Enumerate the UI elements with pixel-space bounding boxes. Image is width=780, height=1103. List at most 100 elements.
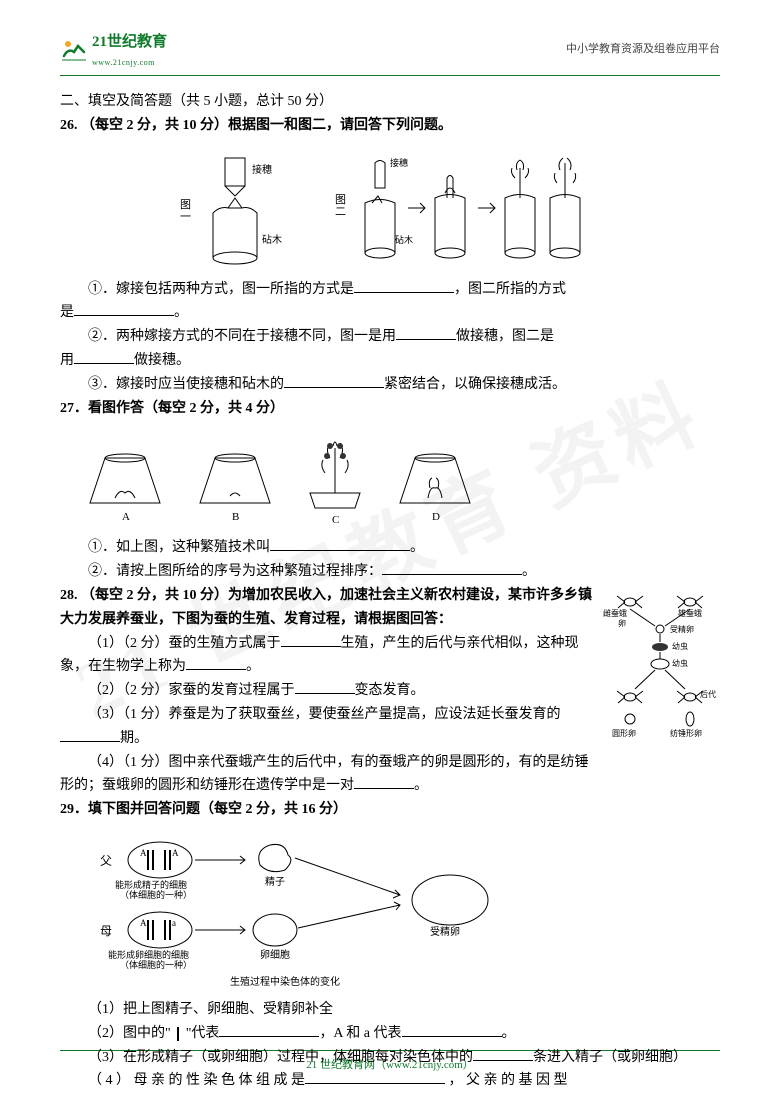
q26-l1d: 。	[174, 305, 188, 320]
section-2-title: 二、填空及简答题（共 5 小题，总计 50 分）	[60, 90, 720, 114]
q28-p3a: （3）（1 分）养蚕是为了获取蚕丝，要使蚕丝产量提高，应设法延长蚕发育的	[88, 707, 561, 722]
q29-p2b: "代表	[182, 1026, 219, 1041]
svg-text:C: C	[332, 514, 339, 526]
svg-text:一: 一	[180, 211, 191, 223]
svg-text:接穗: 接穗	[252, 163, 272, 176]
header-divider	[60, 75, 720, 76]
page-content: 21世纪教育 www.21cnjy.com 中小学教育资源及组卷应用平台 二、填…	[60, 30, 720, 1093]
q29-p4a: （ 4 ） 母 亲 的 性 染 色 体 组 成 是	[88, 1073, 305, 1088]
svg-text:生殖过程中染色体的变化: 生殖过程中染色体的变化	[230, 975, 340, 988]
logo-text: 21世纪教育	[92, 30, 167, 56]
q28-header: 28. （每空 2 分，共 10 分）为增加农民收入，加速社会主义新农村建设，某…	[60, 584, 595, 632]
q26-figures: 图一 接穗 砧木 图二 接穗 砧木	[60, 148, 720, 268]
q26-l1a: ①．嫁接包括两种方式，图一所指的方式是	[88, 282, 354, 297]
q29-p2d: 。	[502, 1026, 516, 1041]
q26-line1c: 是。	[60, 301, 720, 325]
svg-text:a: a	[172, 918, 176, 928]
q29-p3b: 条进入精子（或卵细胞）	[533, 1050, 687, 1065]
q26-blank-5[interactable]	[284, 374, 384, 388]
q29-p1: （1）把上图精子、卵细胞、受精卵补全	[60, 998, 720, 1022]
q28-p4b: 。	[414, 778, 428, 793]
q26-blank-4[interactable]	[74, 350, 134, 364]
q28-blank-2[interactable]	[186, 656, 246, 670]
q29-p2a: （2）图中的"	[88, 1026, 174, 1041]
q28-blank-5[interactable]	[354, 775, 414, 789]
header-right-text: 中小学教育资源及组卷应用平台	[566, 40, 720, 59]
logo: 21世纪教育 www.21cnjy.com	[60, 30, 167, 69]
svg-text:后代: 后代	[700, 689, 716, 699]
svg-text:纺锤形卵: 纺锤形卵	[670, 728, 702, 738]
svg-text:母: 母	[100, 924, 112, 938]
q26-blank-3[interactable]	[396, 326, 456, 340]
q29-p3a: （3）在形成精子（或卵细胞）过程中，体细胞每对染色体中的	[88, 1050, 473, 1065]
q28-p1: （1）（2 分）蚕的生殖方式属于生殖，产生的后代与亲代相似，这种现象，在生物学上…	[60, 632, 595, 680]
q27-figure: A B C D	[60, 428, 720, 528]
q26-l2b: 做接穗，图二是	[456, 329, 554, 344]
svg-text:图: 图	[180, 198, 191, 211]
q28-p1a: （1）（2 分）蚕的生殖方式属于	[88, 636, 281, 651]
svg-text:卵: 卵	[618, 618, 626, 628]
q29-p4b: ， 父 亲 的 基 因 型	[445, 1073, 568, 1088]
svg-text:幼虫: 幼虫	[672, 641, 688, 651]
svg-text:幼虫: 幼虫	[672, 658, 688, 668]
svg-text:受精卵: 受精卵	[430, 925, 460, 938]
svg-text:能形成卵细胞的细胞: 能形成卵细胞的细胞	[108, 949, 189, 960]
q29-blank-3[interactable]	[473, 1047, 533, 1061]
q26-line2: ②．两种嫁接方式的不同在于接穗不同，图一是用 做接穗，图二是	[60, 325, 720, 349]
q29-blank-4[interactable]	[305, 1070, 445, 1084]
q26-line1: ①．嫁接包括两种方式，图一所指的方式是，图二所指的方式	[60, 278, 720, 302]
q27-l1b: 。	[410, 540, 424, 555]
q26-l2a: ②．两种嫁接方式的不同在于接穗不同，图一是用	[88, 329, 396, 344]
q29-p2: （2）图中的" "代表 ，A 和 a 代表 。	[60, 1022, 720, 1046]
q29-p2c: ，A 和 a 代表	[319, 1026, 401, 1041]
q28-p2a: （2）（2 分）家蚕的发育过程属于	[88, 683, 295, 698]
svg-text:A: A	[140, 918, 147, 928]
svg-text:（体细胞的一种）: （体细胞的一种）	[120, 959, 192, 970]
q26-line2c: 用做接穗。	[60, 349, 720, 373]
svg-text:精子: 精子	[265, 875, 285, 888]
q29-blank-2[interactable]	[402, 1023, 502, 1037]
q26-header: 26. （每空 2 分，共 10 分）根据图一和图二，请回答下列问题。	[60, 114, 720, 138]
svg-text:雌蚕蛾: 雌蚕蛾	[603, 608, 627, 618]
q26-figure-1: 图一 接穗 砧木	[170, 148, 300, 268]
q29-p4: （ 4 ） 母 亲 的 性 染 色 体 组 成 是 ， 父 亲 的 基 因 型	[60, 1069, 720, 1093]
q28-p1c: 。	[246, 659, 260, 674]
svg-text:圆形卵: 圆形卵	[612, 728, 636, 738]
q28-p3b: 期。	[120, 731, 148, 746]
svg-text:父: 父	[100, 854, 112, 868]
svg-text:D: D	[432, 511, 440, 523]
logo-url: www.21cnjy.com	[92, 56, 167, 70]
q26-l3a: ③．嫁接时应当使接穗和砧木的	[88, 377, 284, 392]
q28-blank-3[interactable]	[295, 680, 355, 694]
q26-blank-2[interactable]	[74, 302, 174, 316]
svg-text:（体细胞的一种）: （体细胞的一种）	[120, 889, 192, 900]
svg-text:A: A	[140, 848, 147, 858]
svg-text:受精卵: 受精卵	[670, 624, 694, 634]
q27-blank-2[interactable]	[382, 561, 522, 575]
q26-blank-1[interactable]	[354, 279, 454, 293]
q27-blank-1[interactable]	[270, 537, 410, 551]
svg-text:接穗: 接穗	[390, 157, 408, 168]
q28-p2b: 变态发育。	[355, 683, 425, 698]
q29-p3: （3）在形成精子（或卵细胞）过程中，体细胞每对染色体中的 条进入精子（或卵细胞）	[60, 1046, 720, 1070]
svg-text:能形成精子的细胞: 能形成精子的细胞	[115, 879, 187, 890]
q29-blank-1[interactable]	[219, 1023, 319, 1037]
q27-l1a: ①．如上图，这种繁殖技术叫	[88, 540, 270, 555]
q28-wrap: 雌蚕蛾 雄蚕蛾 卵 受精卵 幼虫 幼虫	[60, 584, 720, 798]
svg-text:A: A	[122, 511, 130, 523]
svg-text:砧木: 砧木	[395, 234, 413, 245]
q26-l3b: 紧密结合，以确保接穗成活。	[384, 377, 566, 392]
q27-line1: ①．如上图，这种繁殖技术叫 。	[60, 536, 720, 560]
q27-l2a: ②．请按上图所给的序号为这种繁殖过程排序：	[88, 564, 382, 579]
q26-line3: ③．嫁接时应当使接穗和砧木的 紧密结合，以确保接穗成活。	[60, 373, 720, 397]
q28-blank-4[interactable]	[60, 728, 120, 742]
logo-icon	[60, 38, 88, 62]
q28-p4: （4）（1 分）图中亲代蚕蛾产生的后代中，有的蚕蛾产的卵是圆形的，有的是纺锤形的…	[60, 751, 595, 799]
q28-blank-1[interactable]	[281, 633, 341, 647]
svg-text:二: 二	[335, 206, 346, 218]
svg-text:卵细胞: 卵细胞	[260, 948, 290, 961]
page-header: 21世纪教育 www.21cnjy.com 中小学教育资源及组卷应用平台	[60, 30, 720, 69]
q27-l2b: 。	[522, 564, 536, 579]
svg-text:图: 图	[335, 193, 346, 206]
q29-header: 29．填下图并回答问题（每空 2 分，共 16 分）	[60, 798, 720, 822]
